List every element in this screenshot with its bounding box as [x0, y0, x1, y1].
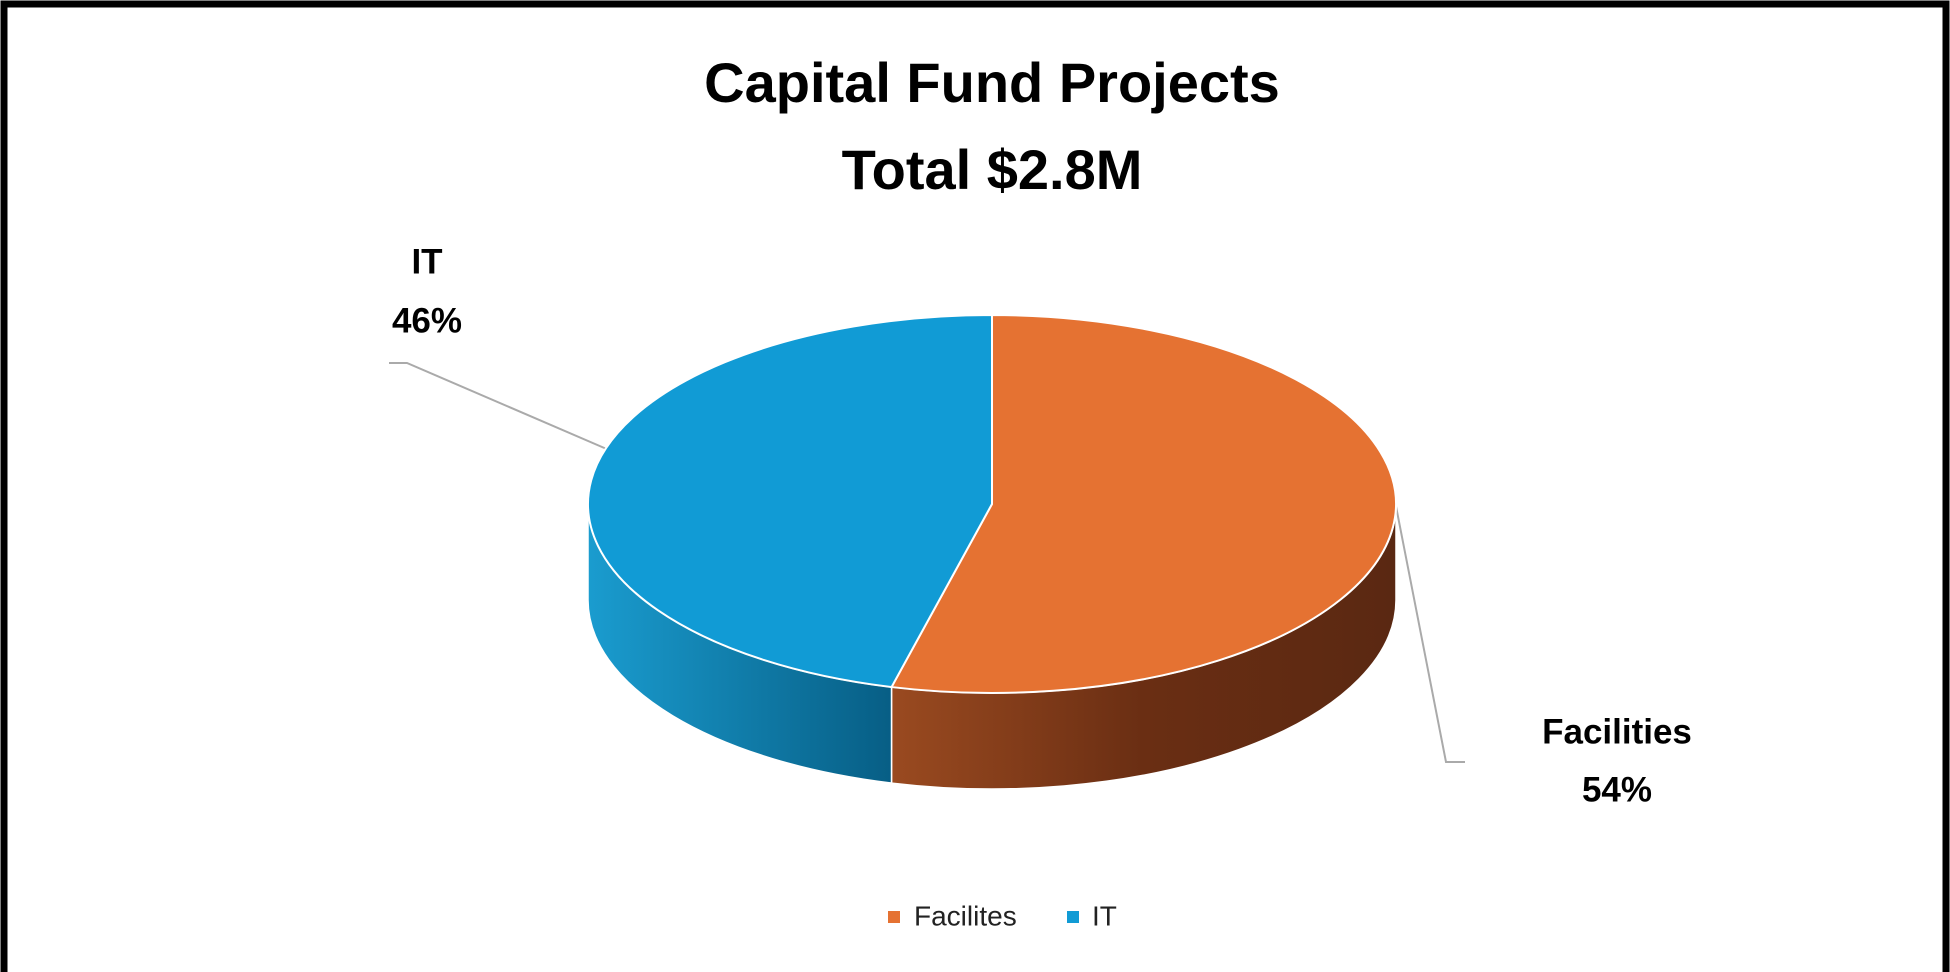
legend-swatch	[1067, 911, 1079, 923]
chart-title: Capital Fund Projects	[704, 51, 1280, 114]
leader-line	[389, 362, 610, 451]
legend-label: Facilites	[914, 900, 1017, 931]
pie	[587, 313, 1398, 790]
legend-label: IT	[1092, 900, 1117, 931]
chart-title: Total $2.8M	[842, 138, 1143, 201]
data-label-value: 46%	[392, 301, 462, 340]
data-label-value: 54%	[1582, 770, 1652, 809]
data-label-name: Facilities	[1542, 712, 1692, 751]
leader-line	[1392, 490, 1465, 763]
pie-slice	[889, 313, 1398, 694]
data-label-name: IT	[411, 242, 442, 281]
legend-swatch	[888, 911, 900, 923]
pie-slice	[587, 313, 993, 689]
